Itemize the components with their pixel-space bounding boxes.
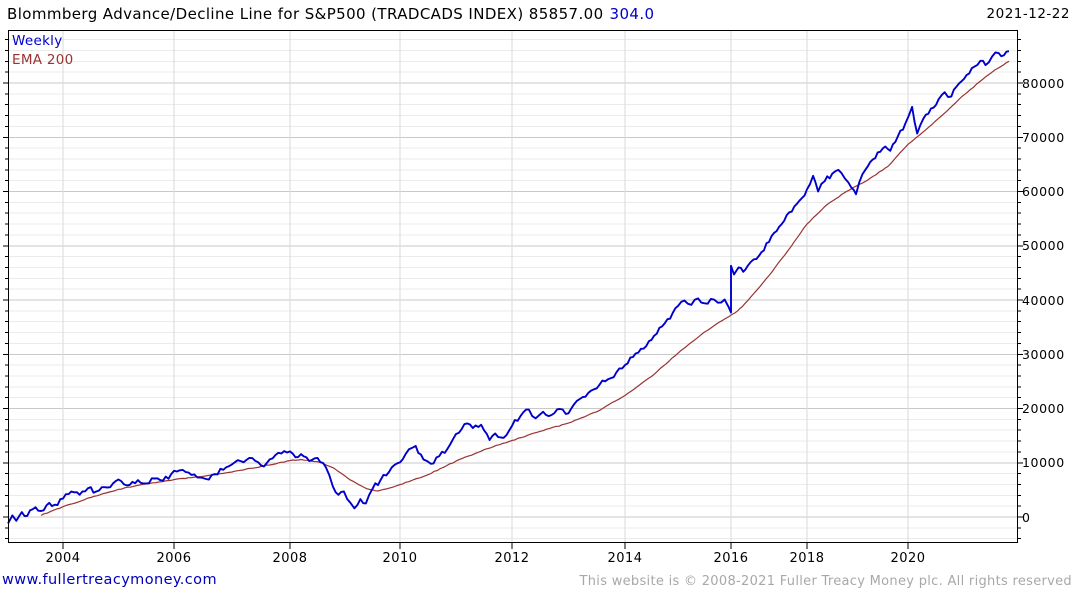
x-tick-label: 2008 — [272, 551, 308, 566]
x-tick-label: 2012 — [494, 551, 530, 566]
legend-timeframe-label: Weekly — [12, 33, 63, 49]
x-tick-label: 2020 — [890, 551, 926, 566]
chart-date: 2021-12-22 — [986, 6, 1070, 22]
y-tick-label: 30000 — [1022, 346, 1065, 362]
ema-line — [40, 60, 1010, 516]
website-link[interactable]: www.fullertreacymoney.com — [2, 572, 217, 588]
y-tick-label: 60000 — [1022, 184, 1065, 199]
y-tick-label: 80000 — [1022, 75, 1065, 91]
chart-header: Blommberg Advance/Decline Line for S&P50… — [7, 5, 654, 23]
chart-change-value: 304.0 — [609, 5, 655, 23]
y-tick-label: 20000 — [1022, 401, 1065, 416]
x-tick-label: 2016 — [713, 551, 749, 566]
legend-ema-label: EMA 200 — [12, 52, 74, 68]
y-tick-label: 70000 — [1022, 129, 1065, 145]
chart-canvas — [3, 30, 1023, 549]
copyright-text: This website is © 2008-2021 Fuller Treac… — [579, 574, 1072, 589]
x-tick-label: 2018 — [789, 551, 825, 566]
x-tick-label: 2004 — [45, 551, 81, 566]
y-tick-label: 0 — [1022, 509, 1031, 525]
y-tick-label: 50000 — [1022, 238, 1065, 254]
plot-area: Weekly EMA 200 — [3, 30, 1023, 549]
weekly-line — [7, 50, 1010, 524]
chart-title: Blommberg Advance/Decline Line for S&P50… — [7, 5, 604, 23]
y-tick-label: 10000 — [1022, 455, 1065, 471]
x-tick-label: 2014 — [607, 551, 643, 566]
x-tick-label: 2006 — [156, 551, 192, 566]
x-tick-label: 2010 — [382, 551, 418, 566]
y-tick-label: 40000 — [1022, 292, 1065, 308]
